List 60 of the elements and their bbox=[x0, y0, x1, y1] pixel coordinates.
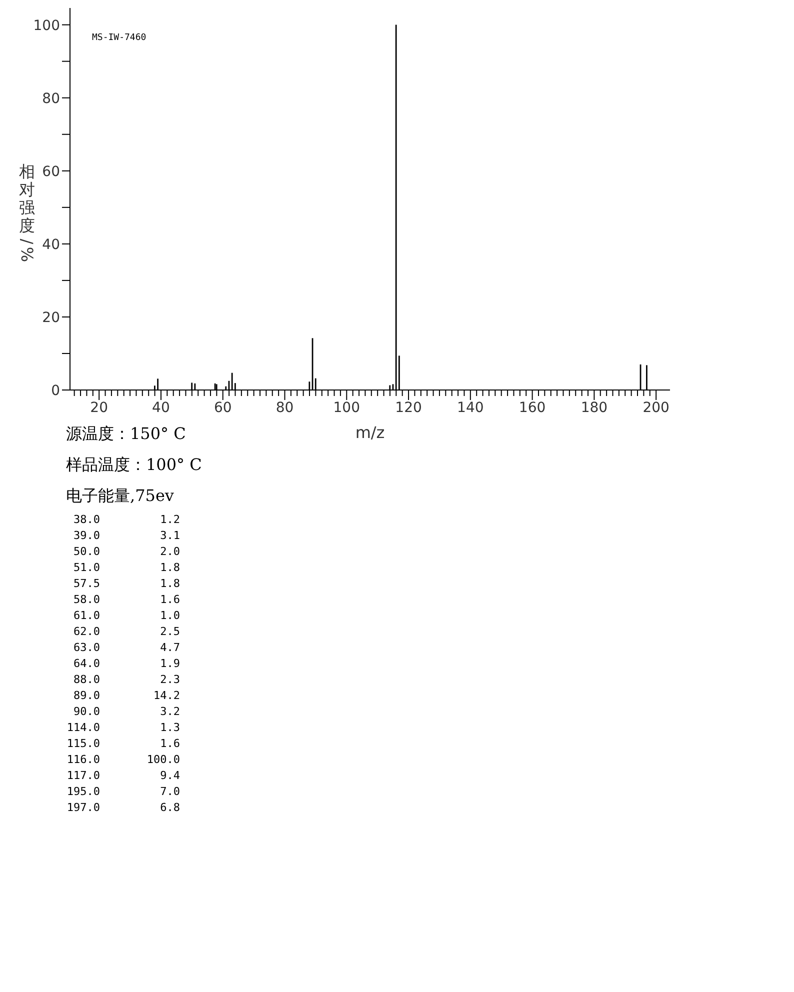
text: 62.0 bbox=[72, 624, 100, 640]
text: 1.9 bbox=[159, 656, 180, 672]
text: 1.8 bbox=[159, 560, 180, 576]
annotation: MS-IW-7460 bbox=[92, 33, 146, 43]
text: 63.0 bbox=[72, 640, 100, 656]
x-tick-label: 140 bbox=[457, 400, 484, 416]
y-tick-label: 40 bbox=[42, 236, 60, 253]
text: 61.0 bbox=[72, 608, 100, 624]
text: 114.0 bbox=[66, 720, 100, 736]
text: 89.0 bbox=[72, 688, 100, 704]
y-tick-label: 20 bbox=[42, 310, 60, 326]
text: 1.3 bbox=[159, 720, 180, 736]
text: 7.0 bbox=[159, 784, 180, 800]
text: 1.0 bbox=[159, 608, 180, 624]
text: 39.0 bbox=[72, 528, 100, 544]
text: 50.0 bbox=[72, 544, 100, 560]
text: 3.1 bbox=[159, 528, 180, 544]
text: 58.0 bbox=[72, 592, 100, 608]
text: 2.5 bbox=[159, 624, 180, 640]
text: 3.2 bbox=[159, 704, 180, 720]
text: 6.8 bbox=[159, 800, 180, 816]
y-tick-label: 100 bbox=[33, 18, 60, 34]
text: 1.2 bbox=[159, 512, 180, 528]
text: 2.0 bbox=[159, 544, 180, 560]
text: 197.0 bbox=[66, 800, 100, 816]
text: 64.0 bbox=[72, 656, 100, 672]
x-tick-label: 180 bbox=[580, 400, 608, 416]
text: 样品温度：100° C bbox=[66, 454, 202, 476]
text: 38.0 bbox=[72, 512, 100, 528]
y-tick-label: 80 bbox=[42, 90, 60, 107]
text: 1.6 bbox=[159, 592, 180, 608]
y-axis-title: 相对强度/% bbox=[18, 163, 36, 261]
text: 116.0 bbox=[66, 752, 100, 768]
text: 90.0 bbox=[72, 704, 100, 720]
text: 117.0 bbox=[66, 768, 100, 784]
x-axis-title: m/z bbox=[355, 423, 385, 442]
x-tick-label: 120 bbox=[395, 400, 422, 416]
x-tick-label: 40 bbox=[152, 400, 170, 416]
text: 51.0 bbox=[72, 560, 100, 576]
text: 9.4 bbox=[159, 768, 180, 784]
y-tick-label: 60 bbox=[42, 164, 60, 180]
text: 1.6 bbox=[159, 736, 180, 752]
text: 100.0 bbox=[146, 752, 180, 768]
text: 电子能量,75ev bbox=[66, 485, 175, 507]
x-tick-label: 80 bbox=[276, 400, 294, 416]
x-tick-label: 160 bbox=[518, 400, 546, 416]
x-tick-label: 20 bbox=[90, 400, 108, 416]
text: 88.0 bbox=[72, 672, 100, 688]
text: 1.8 bbox=[159, 576, 180, 592]
text: 4.7 bbox=[159, 640, 180, 656]
text: 57.5 bbox=[72, 576, 100, 592]
text: 14.2 bbox=[152, 688, 180, 704]
y-tick-label: 0 bbox=[51, 382, 60, 399]
text: 2.3 bbox=[159, 672, 180, 688]
x-tick-label: 60 bbox=[214, 400, 232, 416]
text: 源温度：150° C bbox=[66, 423, 187, 445]
text: 195.0 bbox=[66, 784, 100, 800]
text: 115.0 bbox=[66, 736, 100, 752]
x-tick-label: 200 bbox=[642, 400, 670, 416]
x-tick-label: 100 bbox=[333, 400, 360, 416]
